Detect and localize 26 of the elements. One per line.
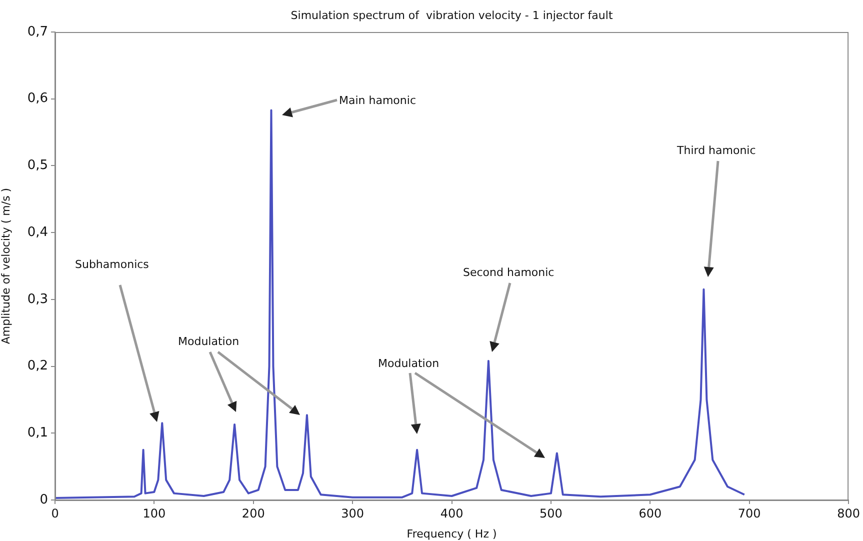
annotation: Modulation bbox=[178, 334, 240, 348]
y-tick-label: 0,6 bbox=[27, 91, 48, 106]
x-tick-label: 0 bbox=[51, 506, 59, 520]
x-tick-label: 300 bbox=[341, 506, 364, 520]
annotation: Third hamonic bbox=[676, 144, 756, 157]
x-tick-label: 800 bbox=[837, 506, 860, 520]
x-tick-label: 100 bbox=[142, 506, 166, 520]
x-tick-label: 600 bbox=[638, 506, 662, 520]
x-tick-label: 500 bbox=[540, 506, 562, 520]
y-tick-label: 0,7 bbox=[27, 24, 48, 40]
x-tick-label: 400 bbox=[440, 506, 464, 520]
y-tick-label: 0 bbox=[40, 492, 48, 508]
y-tick-label: 0,5 bbox=[27, 158, 48, 174]
x-tick-label: 200 bbox=[242, 506, 265, 520]
chart-title: Simulation spectrum of vibration velocity - 1 injector fault bbox=[290, 8, 614, 22]
x-tick-label: 700 bbox=[738, 506, 761, 520]
annotation: Subhamonics bbox=[75, 258, 150, 271]
annotation: Second hamonic bbox=[463, 266, 554, 279]
y-axis-title: Amplitude of velocity ( m/s ) bbox=[0, 188, 12, 344]
annotation: Main hamonic bbox=[339, 94, 416, 107]
y-tick-label: 0,4 bbox=[27, 224, 48, 240]
y-tick-label: 0,3 bbox=[27, 292, 48, 307]
x-axis-title: Frequency ( Hz ) bbox=[406, 527, 497, 540]
y-tick-label: 0,1 bbox=[27, 426, 48, 441]
y-tick-label: 0,2 bbox=[27, 358, 48, 374]
annotation: Modulation bbox=[378, 356, 440, 370]
